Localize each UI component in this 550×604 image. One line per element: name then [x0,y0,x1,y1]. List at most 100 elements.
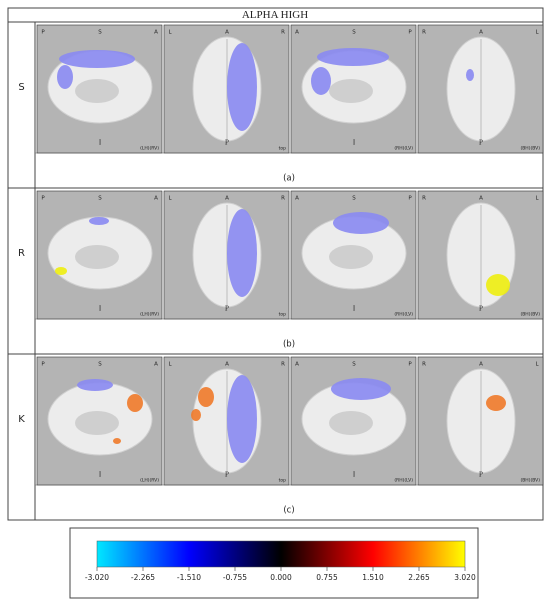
colorbar-tick-label: 3.020 [454,573,476,582]
activation [57,65,73,89]
brain-ventricle [75,411,119,435]
orientation-label: A [479,30,483,36]
orientation-label: R [422,196,426,202]
orientation-label: L [535,30,539,36]
activation [198,387,214,407]
orientation-label: R [281,362,285,368]
row-label: S [18,82,24,93]
orientation-label: A [225,362,229,368]
view-label: (RH)(LV) [394,312,413,318]
activation [89,217,109,225]
brain-panel: P S A I (LH)(RV) [36,190,163,320]
orientation-label: S [98,196,102,202]
colorbar-tick-label: -0.755 [223,573,247,582]
view-label: (LH)(RV) [140,478,159,484]
brain-panel: A S P I (RH)(LV) [290,356,417,486]
orientation-label: R [422,30,426,36]
orientation-label: A [295,362,299,368]
view-label: (LH)(RV) [140,146,159,152]
orientation-label: L [168,362,172,368]
view-label: (BH)(BV) [520,478,540,484]
colorbar-tick-label: 2.265 [408,573,430,582]
row-label: R [18,248,25,259]
activation [113,438,121,444]
view-label: top [279,312,287,318]
orientation-label: S [352,30,356,36]
orientation-label: P [225,305,229,313]
orientation-label: R [422,362,426,368]
brain-panel: P S A I (LH)(RV) [36,24,163,154]
view-label: (BH)(BV) [520,146,540,152]
colorbar-tick-label: -3.020 [85,573,109,582]
activation [486,395,506,411]
orientation-label: P [408,30,412,36]
row-caption: (c) [283,506,294,516]
orientation-label: P [41,362,45,368]
row-caption: (b) [283,340,295,350]
activation [55,267,67,275]
orientation-label: S [352,196,356,202]
orientation-label: A [479,362,483,368]
activation [127,394,143,412]
orientation-label: P [479,139,483,147]
activation [227,209,257,297]
orientation-label: P [225,471,229,479]
orientation-label: I [99,471,102,479]
brain-ventricle [329,79,373,103]
orientation-label: I [99,305,102,313]
activation [227,375,257,463]
orientation-label: I [353,471,356,479]
orientation-label: S [98,30,102,36]
orientation-label: P [408,196,412,202]
orientation-label: A [154,362,158,368]
activation [227,43,257,131]
row-label: K [18,414,25,425]
orientation-label: P [41,30,45,36]
orientation-label: A [225,196,229,202]
colorbar [96,540,466,568]
row-caption: (a) [283,174,295,184]
activation [59,50,135,68]
brain-ventricle [75,79,119,103]
view-label: top [279,478,287,484]
orientation-label: P [479,471,483,479]
orientation-label: A [225,30,229,36]
orientation-label: L [168,30,172,36]
orientation-label: A [154,196,158,202]
orientation-label: R [281,30,285,36]
activation [486,274,510,296]
orientation-label: L [535,362,539,368]
activation [191,409,201,421]
brain-panel: A S P I (RH)(LV) [290,24,417,154]
orientation-label: P [225,139,229,147]
orientation-label: S [352,362,356,368]
view-label: (RH)(LV) [394,478,413,484]
orientation-label: I [99,139,102,147]
figure-title: ALPHA HIGH [242,9,308,21]
orientation-label: A [295,196,299,202]
orientation-label: I [353,139,356,147]
activation [333,212,389,234]
orientation-label: L [168,196,172,202]
brain-panel: R A L P (BH)(BV) [417,356,544,486]
brain-ventricle [329,245,373,269]
brain-panel: A S P I (RH)(LV) [290,190,417,320]
view-label: (LH)(RV) [140,312,159,318]
colorbar-tick-label: 0.755 [316,573,338,582]
orientation-label: A [295,30,299,36]
activation [77,379,113,391]
brain-panel: P S A I (LH)(RV) [36,356,163,486]
orientation-label: A [154,30,158,36]
colorbar-tick-label: -2.265 [131,573,155,582]
view-label: top [279,146,287,152]
activation [317,48,389,66]
view-label: (RH)(LV) [394,146,413,152]
orientation-label: P [408,362,412,368]
activation [331,378,391,400]
brain-ventricle [329,411,373,435]
orientation-label: L [535,196,539,202]
